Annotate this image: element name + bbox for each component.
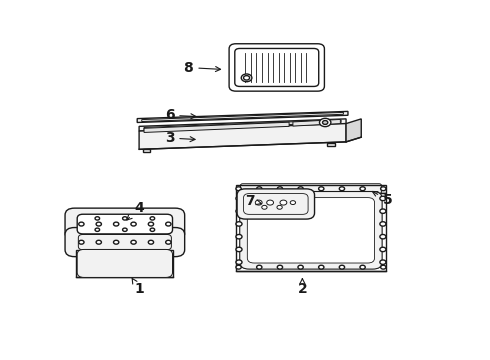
Circle shape bbox=[257, 265, 262, 269]
FancyBboxPatch shape bbox=[237, 189, 315, 219]
Circle shape bbox=[381, 265, 386, 269]
Polygon shape bbox=[139, 123, 346, 149]
Circle shape bbox=[236, 187, 241, 191]
Polygon shape bbox=[236, 185, 386, 193]
Circle shape bbox=[267, 200, 273, 205]
Circle shape bbox=[290, 201, 295, 204]
Circle shape bbox=[339, 265, 344, 269]
Circle shape bbox=[236, 260, 242, 264]
Circle shape bbox=[339, 187, 344, 191]
Circle shape bbox=[166, 240, 171, 244]
Circle shape bbox=[148, 240, 153, 244]
Circle shape bbox=[380, 209, 386, 213]
Circle shape bbox=[241, 74, 252, 82]
Polygon shape bbox=[293, 120, 341, 126]
Circle shape bbox=[277, 187, 283, 191]
FancyBboxPatch shape bbox=[65, 228, 185, 257]
Circle shape bbox=[257, 187, 262, 191]
Circle shape bbox=[280, 200, 287, 205]
Circle shape bbox=[96, 222, 101, 226]
Polygon shape bbox=[143, 149, 150, 152]
FancyBboxPatch shape bbox=[77, 214, 172, 234]
Circle shape bbox=[360, 187, 365, 191]
Text: 6: 6 bbox=[165, 108, 196, 122]
Circle shape bbox=[166, 222, 171, 226]
Circle shape bbox=[277, 265, 283, 269]
Circle shape bbox=[244, 76, 249, 80]
Circle shape bbox=[114, 240, 119, 244]
Circle shape bbox=[95, 228, 99, 231]
Circle shape bbox=[122, 217, 127, 220]
Circle shape bbox=[380, 196, 386, 201]
Circle shape bbox=[380, 222, 386, 226]
FancyBboxPatch shape bbox=[240, 192, 382, 269]
Circle shape bbox=[122, 228, 127, 231]
Circle shape bbox=[236, 247, 242, 252]
Circle shape bbox=[236, 209, 242, 213]
Circle shape bbox=[236, 222, 242, 226]
Polygon shape bbox=[137, 111, 348, 122]
FancyBboxPatch shape bbox=[235, 49, 318, 86]
Circle shape bbox=[236, 234, 242, 239]
Polygon shape bbox=[139, 119, 346, 131]
Circle shape bbox=[150, 228, 155, 231]
Circle shape bbox=[131, 222, 136, 226]
FancyBboxPatch shape bbox=[77, 249, 172, 278]
Circle shape bbox=[298, 265, 303, 269]
Circle shape bbox=[96, 240, 101, 244]
Text: 2: 2 bbox=[297, 279, 307, 296]
Circle shape bbox=[131, 240, 136, 244]
Circle shape bbox=[236, 265, 241, 269]
Circle shape bbox=[79, 222, 84, 226]
FancyBboxPatch shape bbox=[229, 44, 324, 91]
Polygon shape bbox=[76, 250, 173, 278]
Circle shape bbox=[380, 234, 386, 239]
Circle shape bbox=[380, 260, 386, 264]
Circle shape bbox=[298, 187, 303, 191]
FancyBboxPatch shape bbox=[65, 208, 185, 240]
Circle shape bbox=[150, 217, 155, 220]
Text: 4: 4 bbox=[127, 201, 144, 220]
Text: 7: 7 bbox=[245, 194, 261, 208]
Circle shape bbox=[148, 222, 153, 226]
Circle shape bbox=[380, 247, 386, 252]
Circle shape bbox=[381, 187, 386, 191]
Text: 5: 5 bbox=[372, 192, 392, 207]
Circle shape bbox=[319, 118, 331, 127]
Polygon shape bbox=[346, 119, 361, 142]
Text: 8: 8 bbox=[184, 60, 220, 75]
Circle shape bbox=[79, 240, 84, 244]
Polygon shape bbox=[236, 193, 386, 270]
FancyBboxPatch shape bbox=[247, 198, 374, 263]
Circle shape bbox=[318, 187, 324, 191]
Text: 3: 3 bbox=[165, 131, 195, 145]
Circle shape bbox=[318, 265, 324, 269]
Circle shape bbox=[255, 200, 262, 205]
Circle shape bbox=[95, 217, 99, 220]
Circle shape bbox=[262, 205, 267, 209]
Text: 1: 1 bbox=[132, 279, 144, 296]
Circle shape bbox=[322, 121, 328, 125]
Circle shape bbox=[114, 222, 119, 226]
Circle shape bbox=[277, 205, 282, 209]
Circle shape bbox=[236, 196, 242, 201]
Polygon shape bbox=[327, 143, 335, 146]
Polygon shape bbox=[144, 122, 289, 132]
Circle shape bbox=[360, 265, 365, 269]
